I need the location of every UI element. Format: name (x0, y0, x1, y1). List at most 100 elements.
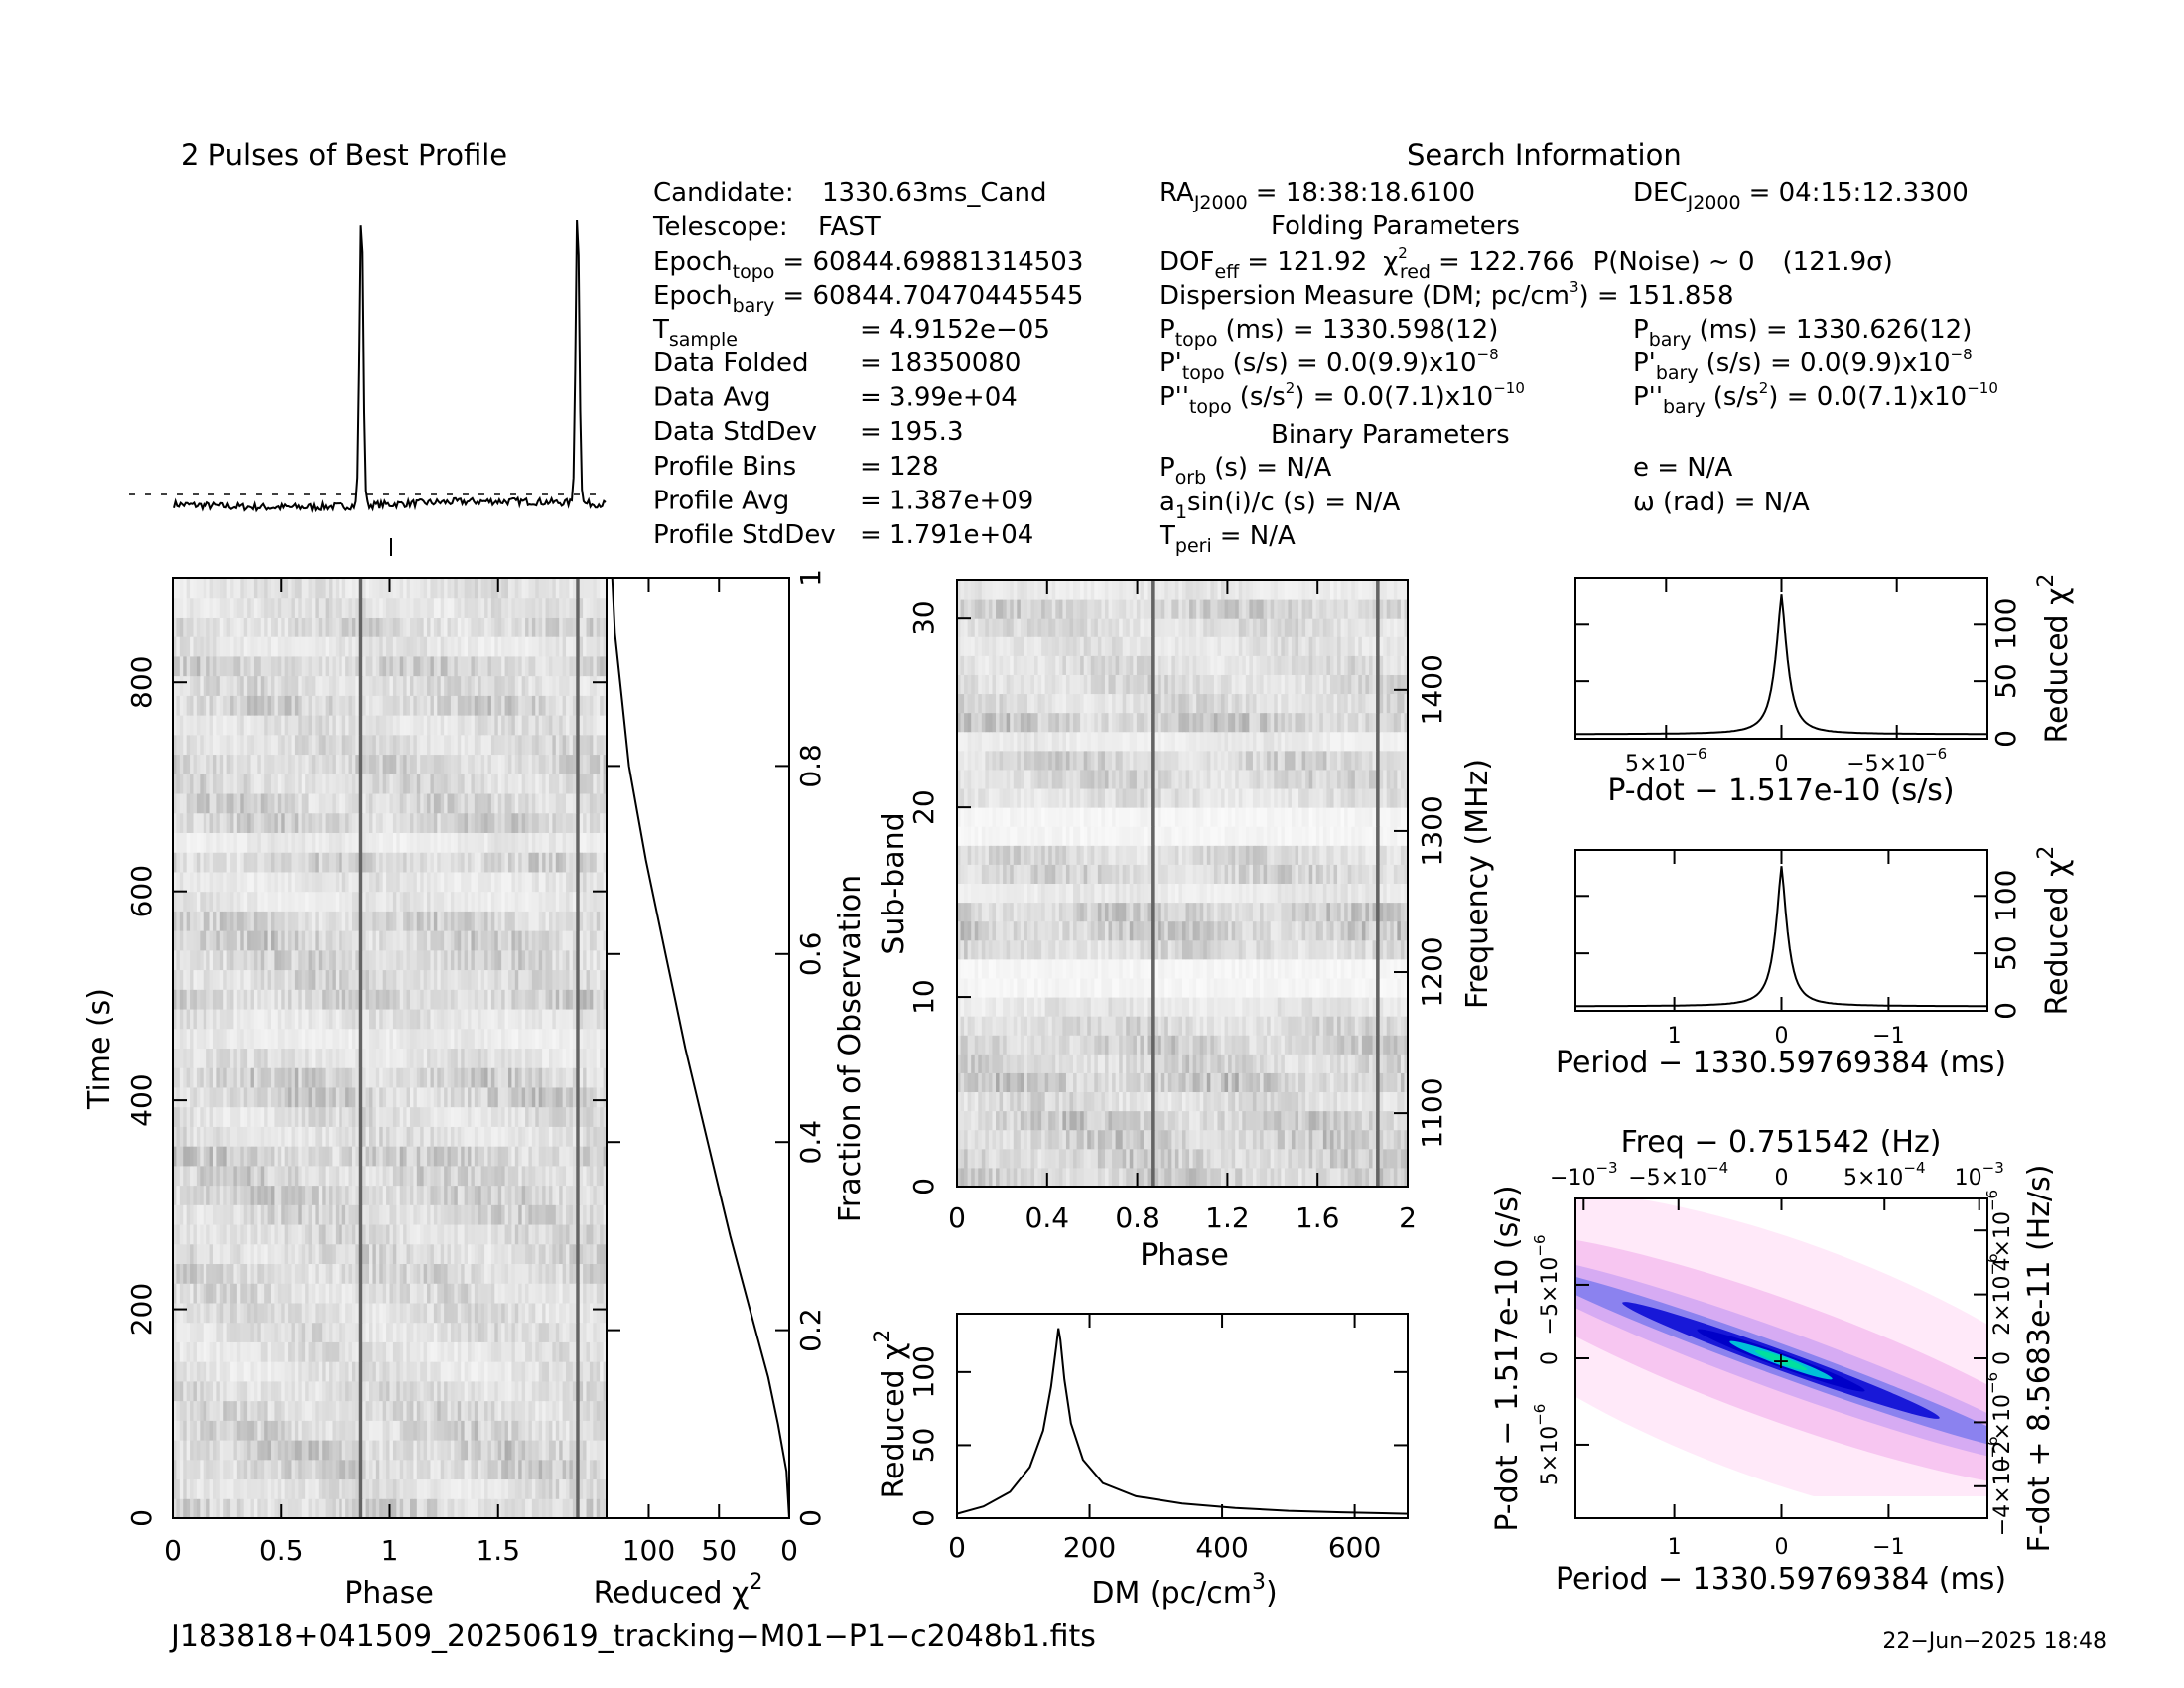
heatmap-cell (301, 1028, 306, 1049)
heatmap-cell (190, 911, 194, 931)
heatmap-cell (555, 832, 560, 853)
heatmap-cell (392, 1341, 397, 1362)
heatmap-cell (236, 1165, 241, 1187)
heatmap-cell (233, 1498, 238, 1519)
heatmap-cell (308, 1185, 313, 1205)
heatmap-cell (250, 1263, 255, 1284)
info-row-label: Data Avg (653, 383, 771, 413)
heatmap-cell (487, 1478, 492, 1499)
heatmap-cell (284, 1028, 289, 1049)
heatmap-cell (396, 969, 401, 990)
heatmap-cell (216, 754, 221, 774)
heatmap-cell (525, 989, 529, 1010)
heatmap-cell (440, 1263, 445, 1284)
heatmap-cell (386, 1146, 390, 1167)
heatmap-cell (569, 1165, 574, 1187)
heatmap-cell (528, 930, 533, 951)
heatmap-cell (335, 1146, 340, 1167)
heatmap-cell (362, 1067, 367, 1088)
heatmap-cell (358, 793, 363, 814)
heatmap-cell (552, 930, 557, 951)
heatmap-cell (562, 871, 567, 893)
heatmap-cell (233, 852, 238, 873)
heatmap-cell (311, 1302, 316, 1324)
heatmap-cell (176, 1028, 181, 1049)
heatmap-cell (480, 989, 485, 1010)
heatmap-cell (579, 812, 584, 833)
heatmap-cell (345, 969, 350, 990)
heatmap-cell (457, 1086, 462, 1108)
heatmap-cell (212, 1263, 217, 1284)
heatmap-cell (521, 1361, 526, 1382)
heatmap-cell (569, 1341, 574, 1362)
heatmap-cell (212, 911, 217, 931)
heatmap-cell (586, 1380, 591, 1402)
heatmap-cell (583, 1478, 588, 1499)
heatmap-cell (291, 812, 296, 833)
heatmap-cell (345, 1086, 350, 1108)
heatmap-cell (409, 1243, 414, 1265)
heatmap-cell (444, 1067, 449, 1088)
heatmap-cell (589, 1028, 594, 1049)
heatmap-cell (173, 1478, 177, 1499)
heatmap-cell (372, 1204, 377, 1225)
heatmap-cell (494, 812, 499, 833)
heatmap-cell (437, 793, 442, 814)
heatmap-cell (183, 1243, 188, 1265)
porb-sub: orb (1175, 467, 1207, 489)
heatmap-cell (379, 1420, 384, 1441)
heatmap-cell (576, 1067, 581, 1088)
heatmap-cell (518, 1361, 523, 1382)
telescope-value: FAST (818, 212, 881, 242)
heatmap-cell (294, 1185, 299, 1205)
heatmap-cell (447, 1263, 452, 1284)
heatmap-cell (514, 1420, 519, 1441)
heatmap-cell (501, 891, 506, 912)
heatmap-cell (206, 1283, 211, 1304)
heatmap-cell (484, 1185, 488, 1205)
heatmap-cell (484, 1361, 488, 1382)
heatmap-cell (212, 1106, 217, 1127)
heatmap-cell (440, 1302, 445, 1324)
heatmap-cell (375, 1146, 380, 1167)
heatmap-cell (212, 812, 217, 833)
heatmap-cell (572, 1086, 577, 1108)
heatmap-cell (444, 1048, 449, 1068)
heatmap-cell (548, 1380, 553, 1402)
heatmap-cell (362, 911, 367, 931)
heatmap-cell (487, 1459, 492, 1480)
heatmap-cell (386, 1322, 390, 1342)
heatmap-cell (420, 1028, 425, 1049)
heatmap-cell (589, 1498, 594, 1519)
heatmap-cell (589, 1302, 594, 1324)
heatmap-cell (576, 1341, 581, 1362)
heatmap-cell (514, 1224, 519, 1245)
candidate-label: Candidate: (653, 178, 794, 208)
heatmap-cell (596, 832, 601, 853)
heatmap-cell (277, 1048, 282, 1068)
heatmap-cell (281, 1146, 286, 1167)
heatmap-cell (308, 1478, 313, 1499)
heatmap-cell (437, 891, 442, 912)
heatmap-cell (247, 1165, 252, 1187)
heatmap-cell (579, 1440, 584, 1461)
heatmap-cell (271, 754, 275, 774)
heatmap-cell (511, 1498, 516, 1519)
heatmap-cell (542, 1243, 547, 1265)
heatmap-cell (379, 1224, 384, 1245)
heatmap-cell (348, 1028, 353, 1049)
heatmap-cell (528, 1243, 533, 1265)
heatmap-cell (478, 1048, 482, 1068)
heatmap-cell (487, 1224, 492, 1245)
heatmap-cell (176, 1146, 181, 1167)
heatmap-cell (427, 1380, 431, 1402)
heatmap-cell (454, 1067, 459, 1088)
heatmap-cell (372, 832, 377, 853)
heatmap-cell (355, 1126, 360, 1147)
heatmap-cell (603, 1380, 608, 1402)
heatmap-cell (484, 969, 488, 990)
heatmap-cell (284, 1126, 289, 1147)
heatmap-cell (471, 1459, 476, 1480)
heatmap-cell (348, 1067, 353, 1088)
heatmap-cell (576, 1204, 581, 1225)
